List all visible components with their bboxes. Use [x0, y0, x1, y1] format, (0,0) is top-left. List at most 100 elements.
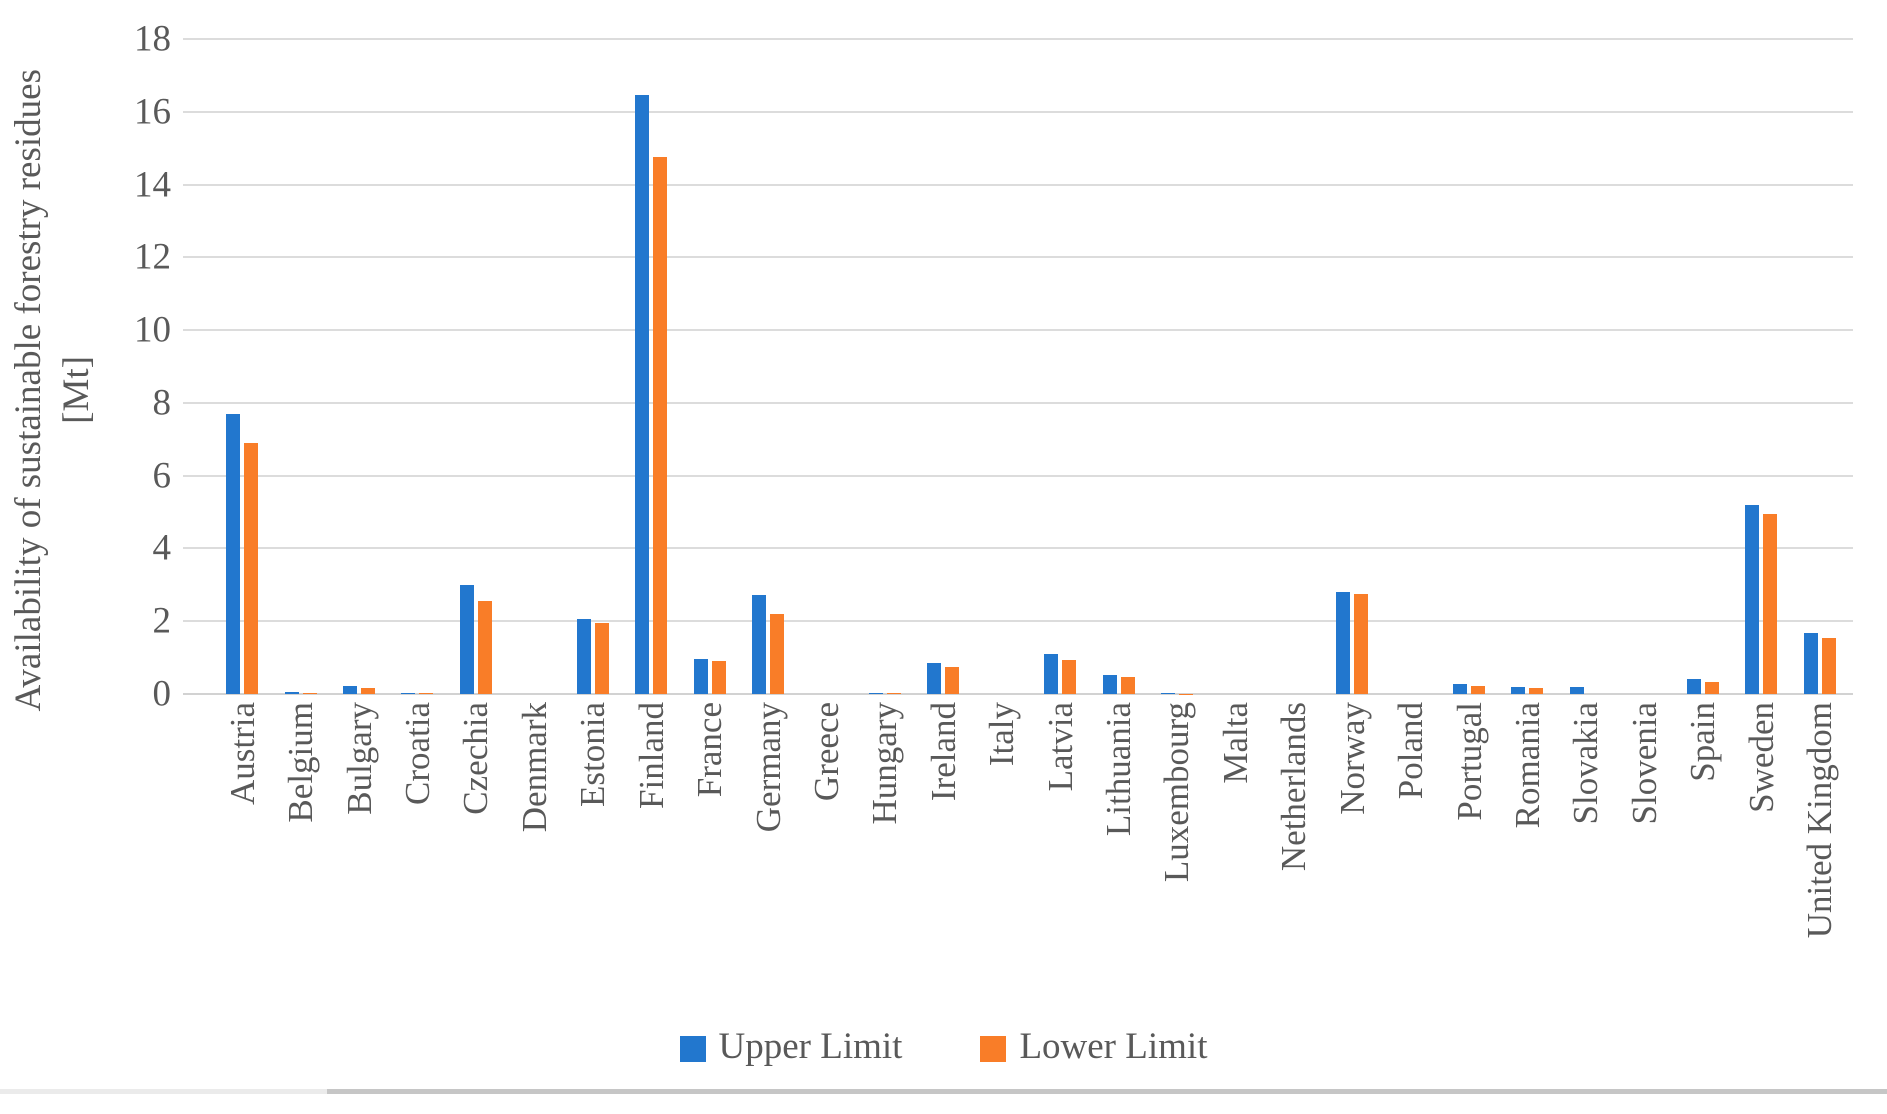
x-label-portugal: Portugal — [1449, 702, 1489, 821]
legend: Upper Limit Lower Limit — [0, 1028, 1887, 1065]
bar-lower-limit-united-kingdom — [1821, 637, 1836, 694]
bar-lower-limit-romania — [1529, 688, 1544, 694]
bar-lower-limit-spain — [1704, 682, 1719, 694]
x-axis-labels: Austria Belgium Bulgary Croatia Czechia Denma… — [183, 702, 1853, 1062]
bar-group-czechia — [447, 39, 505, 694]
x-label-hungary: Hungary — [865, 702, 905, 825]
bar-upper-limit-romania — [1511, 686, 1526, 694]
bar-group-italy — [972, 39, 1030, 694]
bar-lower-limit-latvia — [1062, 660, 1077, 694]
gridline-y-8 — [183, 401, 1853, 404]
gridline-y-4 — [183, 547, 1853, 550]
plot-area: 0 2 4 6 8 10 12 14 16 18 — [134, 21, 1853, 713]
x-slot-finland: Finland — [622, 702, 680, 1062]
page-edge-strip — [0, 1089, 1887, 1094]
bar-group-hungary — [856, 39, 914, 694]
x-label-malta: Malta — [1215, 702, 1255, 784]
upper-limit-swatch-icon — [679, 1035, 706, 1062]
x-label-czechia: Czechia — [456, 702, 496, 815]
bar-group-slovakia — [1557, 39, 1615, 694]
bar-upper-limit-austria — [226, 413, 241, 694]
y-axis-title-text: Availability of sustainable forestry res… — [8, 68, 49, 712]
x-label-spain: Spain — [1683, 702, 1723, 782]
bar-upper-limit-croatia — [401, 692, 416, 694]
bar-upper-limit-spain — [1686, 678, 1701, 694]
bar-lower-limit-finland — [653, 157, 668, 694]
x-label-greece: Greece — [806, 702, 846, 802]
bar-lower-limit-belgium — [302, 692, 317, 694]
bar-group-belgium — [271, 39, 329, 694]
bar-group-norway — [1323, 39, 1381, 694]
gridline-y-16 — [183, 110, 1853, 113]
x-slot-hungary: Hungary — [856, 702, 914, 1062]
bar-group-lithuania — [1089, 39, 1147, 694]
y-tick-6: 6 — [152, 455, 172, 497]
x-label-austria: Austria — [222, 702, 262, 806]
x-slot-poland: Poland — [1381, 702, 1439, 1062]
x-label-romania: Romania — [1507, 702, 1547, 829]
x-label-croatia: Croatia — [397, 702, 437, 806]
bar-lower-limit-hungary — [886, 693, 901, 694]
bar-upper-limit-luxembourg — [1160, 693, 1175, 694]
legend-item-lower: Lower Limit — [980, 1028, 1207, 1065]
bar-upper-limit-lithuania — [1102, 675, 1117, 694]
bar-upper-limit-czechia — [459, 584, 474, 694]
x-slot-luxembourg: Luxembourg — [1148, 702, 1206, 1062]
bar-lower-limit-austria — [244, 442, 259, 694]
gridline-y-10 — [183, 329, 1853, 332]
x-slot-germany: Germany — [739, 702, 797, 1062]
bar-group-malta — [1206, 39, 1264, 694]
gridline-y-18 — [183, 38, 1853, 40]
bar-group-estonia — [564, 39, 622, 694]
bar-group-bulgary — [330, 39, 388, 694]
page-edge-strip-left — [0, 1089, 327, 1094]
gridline-y-14 — [183, 183, 1853, 186]
bar-lower-limit-germany — [770, 613, 784, 694]
y-tick-18: 18 — [134, 18, 171, 60]
x-label-estonia: Estonia — [573, 702, 613, 807]
y-axis-title: Availability of sustainable forestry res… — [6, 10, 101, 770]
x-label-italy: Italy — [982, 702, 1022, 767]
bar-upper-limit-hungary — [868, 692, 883, 694]
bar-group-spain — [1674, 39, 1732, 694]
x-slot-spain: Spain — [1674, 702, 1732, 1062]
bar-group-france — [680, 39, 738, 694]
legend-label-lower: Lower Limit — [1019, 1026, 1208, 1067]
bar-group-denmark — [505, 39, 563, 694]
x-slot-czechia: Czechia — [447, 702, 505, 1062]
x-slot-malta: Malta — [1206, 702, 1264, 1062]
x-slot-estonia: Estonia — [564, 702, 622, 1062]
y-tick-14: 14 — [134, 164, 171, 206]
bar-lower-limit-france — [711, 660, 726, 694]
bar-group-netherlands — [1265, 39, 1323, 694]
x-slot-netherlands: Netherlands — [1265, 702, 1323, 1062]
x-label-germany: Germany — [748, 702, 788, 833]
x-slot-austria: Austria — [213, 702, 271, 1062]
legend-label-upper: Upper Limit — [718, 1026, 903, 1067]
bar-upper-limit-united-kingdom — [1803, 632, 1818, 694]
bar-upper-limit-finland — [635, 95, 650, 694]
bar-upper-limit-estonia — [576, 618, 591, 694]
bar-lower-limit-portugal — [1471, 686, 1486, 694]
x-slot-norway: Norway — [1323, 702, 1381, 1062]
bar-upper-limit-sweden — [1745, 504, 1760, 694]
x-label-latvia: Latvia — [1040, 702, 1080, 792]
y-tick-12: 12 — [134, 236, 171, 278]
bar-group-germany — [739, 39, 797, 694]
x-slot-portugal: Portugal — [1440, 702, 1498, 1062]
x-slot-latvia: Latvia — [1031, 702, 1089, 1062]
bar-lower-limit-croatia — [419, 692, 434, 694]
x-label-france: France — [690, 702, 730, 798]
bar-upper-limit-portugal — [1453, 684, 1468, 694]
x-slot-romania: Romania — [1498, 702, 1556, 1062]
x-slot-united-kingdom: United Kingdom — [1790, 702, 1848, 1062]
x-label-luxembourg: Luxembourg — [1157, 702, 1197, 883]
x-label-finland: Finland — [631, 702, 671, 809]
bar-group-latvia — [1031, 39, 1089, 694]
y-tick-0: 0 — [152, 673, 172, 715]
x-label-united-kingdom: United Kingdom — [1800, 702, 1840, 939]
y-tick-8: 8 — [152, 382, 172, 424]
x-slot-sweden: Sweden — [1732, 702, 1790, 1062]
bar-upper-limit-germany — [752, 595, 766, 694]
